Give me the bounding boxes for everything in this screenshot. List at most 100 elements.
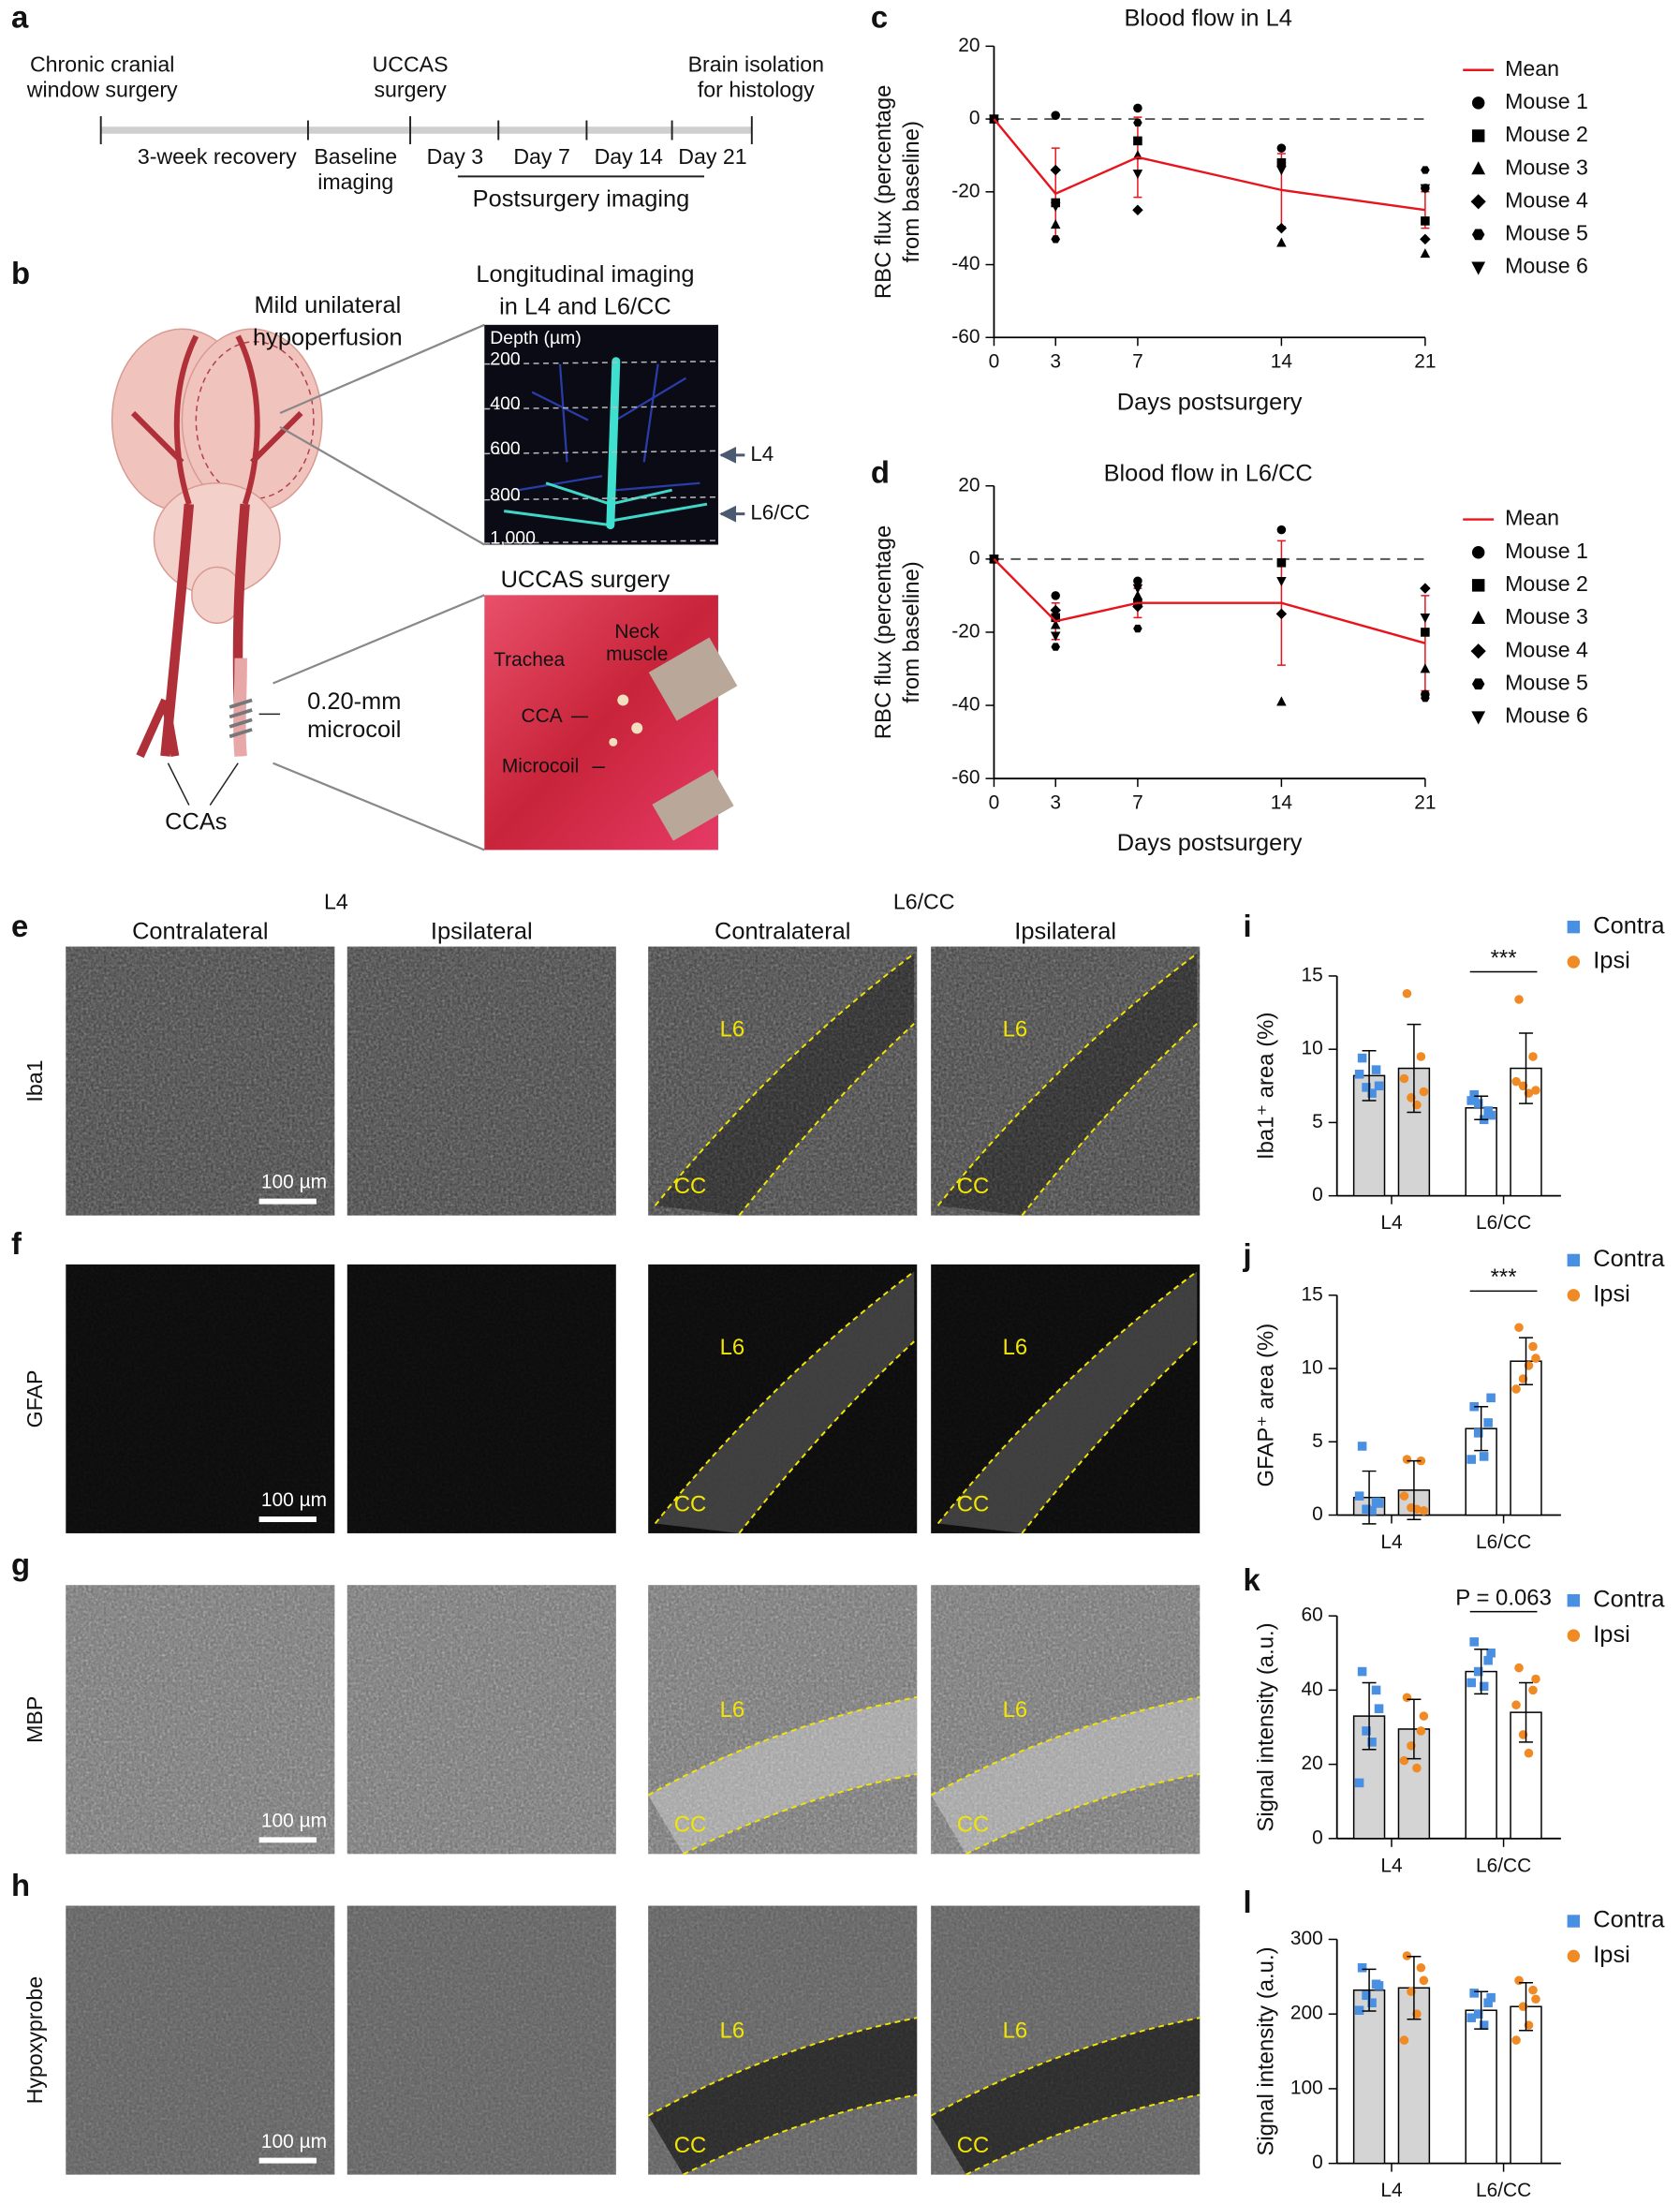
data-point xyxy=(1473,1099,1483,1108)
bar xyxy=(1465,2009,1497,2165)
y-tick-label: -40 xyxy=(951,253,980,274)
model-label: Longitudinal imaging xyxy=(476,261,694,288)
y-tick-label: 5 xyxy=(1312,1111,1323,1132)
photo-label: Neck xyxy=(614,621,659,643)
data-point xyxy=(1132,204,1143,215)
error-bar xyxy=(1407,1698,1422,1760)
data-point xyxy=(1524,1748,1534,1758)
panel-letter: e xyxy=(11,909,28,943)
data-point xyxy=(1469,1989,1479,1998)
legend-label: Contra xyxy=(1593,1907,1665,1933)
error-bar xyxy=(1362,1968,1377,2012)
layer-band xyxy=(937,954,1198,1216)
vessel-label: CCAs xyxy=(165,809,227,836)
layer-band xyxy=(655,1271,915,1533)
layer-boundary xyxy=(930,2017,1201,2117)
data-point xyxy=(1466,2013,1476,2022)
data-point xyxy=(1367,1506,1377,1516)
y-tick-label: 100 xyxy=(1290,2077,1323,2098)
data-point xyxy=(1514,1975,1524,1986)
data-point xyxy=(1276,166,1287,176)
y-tick-label: 20 xyxy=(1301,1753,1322,1774)
data-point xyxy=(1469,1637,1479,1647)
legend-marker xyxy=(1470,194,1486,210)
data-point xyxy=(1133,118,1142,127)
error-bar xyxy=(1474,1095,1489,1121)
layer-boundary xyxy=(936,1270,1198,1525)
depth-label: Depth (µm) xyxy=(490,328,582,348)
y-tick-label: 15 xyxy=(1301,964,1322,985)
model-label: Mild unilateral xyxy=(254,292,401,318)
chart-title: Blood flow in L6/CC xyxy=(1104,460,1313,486)
data-point xyxy=(1483,1655,1493,1665)
layer-label: L6 xyxy=(720,1335,745,1360)
layer-band xyxy=(648,1696,918,1855)
data-point xyxy=(1050,631,1061,642)
data-point xyxy=(1466,1455,1476,1464)
event-label: UCCAS xyxy=(373,52,449,76)
side-label: Contralateral xyxy=(715,918,850,944)
error-bar xyxy=(1362,1050,1377,1102)
error-bar xyxy=(1474,1405,1489,1452)
x-tick-label: L6/CC xyxy=(1476,1212,1531,1234)
x-tick-label: 21 xyxy=(1414,351,1436,373)
legend-marker xyxy=(1567,1629,1581,1642)
data-point xyxy=(1531,1353,1540,1363)
micrograph-texture xyxy=(648,1585,918,1855)
data-point xyxy=(1483,1418,1493,1427)
data-point xyxy=(1531,1994,1540,2004)
layer-label: L6 xyxy=(720,1697,745,1723)
data-point xyxy=(1132,590,1143,600)
data-point xyxy=(1050,219,1061,229)
y-tick-label: 0 xyxy=(969,108,980,129)
layer-boundary xyxy=(965,2093,1201,2176)
panel-letter: h xyxy=(11,1868,30,1902)
legend-marker xyxy=(1471,96,1485,110)
legend-marker xyxy=(1567,1949,1581,1963)
y-tick-label: 10 xyxy=(1301,1357,1322,1379)
layer-label: CC xyxy=(957,1812,990,1838)
data-point xyxy=(1132,584,1143,594)
legend-marker xyxy=(1471,546,1485,559)
legend-label: Mouse 5 xyxy=(1505,670,1588,694)
data-point xyxy=(1371,1685,1381,1695)
data-point xyxy=(1514,995,1524,1004)
period-label: Day 7 xyxy=(513,144,570,169)
micrograph-texture xyxy=(346,1585,616,1855)
legend-label: Mean xyxy=(1505,506,1559,530)
y-tick-label: 60 xyxy=(1301,1605,1322,1626)
data-point xyxy=(1399,1073,1409,1084)
error-bar xyxy=(1407,1459,1422,1520)
data-point xyxy=(1050,604,1061,616)
layer-band xyxy=(655,954,915,1216)
event-label: surgery xyxy=(374,77,447,101)
layer-band xyxy=(937,1271,1198,1533)
legend-label: Ipsi xyxy=(1593,1621,1630,1648)
mean-line xyxy=(993,118,1426,212)
y-tick-label: 0 xyxy=(1312,1184,1323,1206)
y-axis-label: Signal intensity (a.u.) xyxy=(1253,1946,1278,2155)
data-point xyxy=(1357,1962,1367,1973)
data-point xyxy=(1132,170,1143,180)
data-point xyxy=(1419,1087,1429,1097)
panel-letter: a xyxy=(11,0,29,35)
layer-boundary xyxy=(738,1340,915,1534)
legend-marker xyxy=(1567,955,1581,969)
legend-label: Mouse 1 xyxy=(1505,539,1588,563)
y-tick-label: 300 xyxy=(1290,1928,1323,1949)
data-point xyxy=(1528,1685,1538,1695)
layer-label: L4 xyxy=(750,442,774,466)
depth-tick: 400 xyxy=(490,393,521,414)
panel-letter: c xyxy=(871,0,888,35)
data-point xyxy=(1421,694,1430,703)
legend-label: Contra xyxy=(1593,1246,1665,1272)
data-point xyxy=(1275,222,1288,234)
data-point xyxy=(1479,1681,1489,1692)
panel-letter: d xyxy=(871,454,890,489)
data-point xyxy=(1133,103,1142,113)
data-point xyxy=(1051,613,1061,623)
scale-bar-label: 100 µm xyxy=(261,1489,327,1511)
data-point xyxy=(1473,2009,1483,2019)
data-point xyxy=(1051,235,1061,244)
x-tick-label: 21 xyxy=(1414,792,1436,814)
